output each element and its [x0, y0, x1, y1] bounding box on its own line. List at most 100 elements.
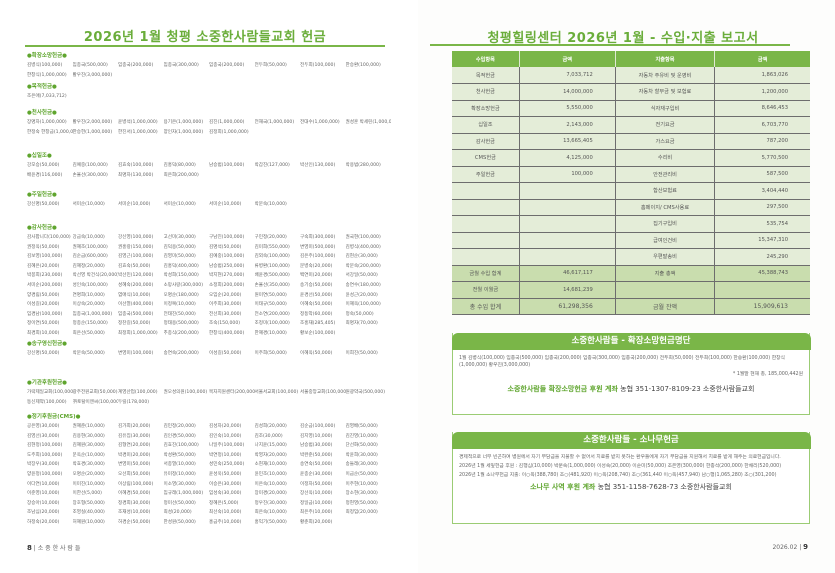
amount-cell: 587,500 [714, 166, 810, 183]
donor-entry: 정숙(50,000) [345, 311, 374, 317]
total-note: * 1월말 현재 총, 185,000,442원 [732, 372, 803, 377]
donor-entry: 정종순(150,000) [72, 321, 108, 327]
donor-entry: 구숙희(300,000) [300, 235, 336, 240]
item-cell: CMS헌금 [452, 149, 520, 167]
donor-entry: 남승범(250,000) [209, 263, 245, 269]
donor-entry: 이혜옥(50,000) [300, 351, 333, 356]
donor-entry: 박선민(120,000) [118, 273, 154, 279]
donor-entry: 송연숙(50,000) [300, 462, 333, 468]
donor-entry: 배윤경(116,000) [27, 172, 63, 178]
donor-entry: 장승아(10,000) [27, 500, 60, 506]
item-cell [452, 248, 520, 266]
column-header: 금액 [714, 51, 810, 67]
amount-cell: 2,143,000 [519, 116, 616, 134]
item-cell: 천사헌금 [452, 83, 520, 101]
donor-entry: 장선옥(10,000) [300, 491, 333, 497]
donor-entry: ㈜토탈이엔씨(100,000) [72, 399, 119, 405]
item-cell [452, 199, 520, 216]
table-row: 십일조 2,143,000 전기요금 6,703,770 [452, 116, 810, 134]
donor-list: 1월 김병식(100,000) 임종국(500,000) 임종국(200,000… [459, 356, 785, 368]
donor-entry: 성인숙(100,000) [72, 282, 108, 288]
donor-entry: 박선영 박건식(20,000) [72, 273, 119, 279]
donor-entry: 박봉희(230,000) [27, 273, 63, 279]
item-cell: 수리비 [615, 149, 716, 167]
amount-cell [519, 182, 616, 200]
donor-entry: 송들레(30,000) [345, 462, 378, 468]
donor-entry: 오명순(20,000) [72, 471, 105, 477]
item-cell: 홈페이지/ CMS사용료 [615, 199, 716, 216]
donor-entry: 최명자(70,000) [345, 321, 378, 327]
donor-entry: 박성환(50,000) [163, 452, 196, 458]
item-cell: 급여인건비 [615, 232, 716, 249]
donor-entry: 배윤경(500,000) [254, 273, 290, 279]
table-row: 홈페이지/ CMS사용료 297,500 [452, 199, 810, 216]
donor-entry: 최은선(50,000) [72, 330, 105, 336]
donor-entry: 윤병석(1,000,000) [118, 120, 158, 125]
column-header: 수입항목 [452, 51, 520, 67]
amount-cell: 8,646,453 [714, 100, 810, 117]
table-row: 목적헌금 7,033,712 자동차 주유비 및 운영비 1,863,026 [452, 67, 810, 84]
offering-section: ●주일헌금● 강신명(50,000) 서미순(10,000) 서미순(10,000) 서… [27, 190, 387, 210]
donor-entry: 정찬길(50,000) [118, 321, 151, 327]
donor-entry: 조숙(150,000) [209, 321, 241, 327]
donor-entry: 김진영(10,000) [345, 433, 378, 439]
donor-entry: 최선숙(10,000) [209, 510, 242, 516]
donor-entry: 박용범(280,000) [345, 163, 381, 168]
amount-cell: 297,500 [714, 199, 810, 216]
page-title: 2026년 1월 청평 소중한사람들교회 헌금 [83, 30, 327, 45]
donor-entry: 전대수(1,000,000) [300, 120, 340, 125]
donor-entry: 이성길(50,000) [209, 351, 242, 356]
donor-entry: 김혜정(20,000) [72, 263, 105, 269]
table-row: 천사헌금 14,000,000 자동차 할부금 및 보험료 1,200,000 [452, 83, 810, 101]
amount-cell [519, 232, 616, 249]
donor-entry: 서미순(10,000) [163, 202, 196, 207]
donor-grid: 조은애(7,033,712) [27, 92, 387, 102]
donor-entry: 최은주(10,000) [300, 510, 333, 516]
donor-grid: 김병식(100,000) 임종국(500,000) 임종국(200,000) 임종국(… [27, 61, 387, 80]
table-row: CMS헌금 4,125,000 수리비 5,770,500 [452, 149, 810, 167]
donor-entry: 김홍덕(80,000) [163, 163, 196, 168]
donor-entry: 김진(1,000,000) [209, 120, 245, 125]
table-row: 감사헌금 13,665,405 가스요금 787,200 [452, 133, 810, 150]
description: 경제적으로 너무 빈곤하여 병원에서 자기 부담금을 지불할 수 없어서 치료를… [459, 455, 781, 460]
total-row: 총 수입 합계 61,298,356 금월 잔액 15,909,613 [452, 298, 810, 315]
donor-entry: 나지윤(15,000) [254, 443, 287, 449]
donor-entry: 김명석(50,000) [209, 244, 242, 250]
donor-grid: 강신명(50,000) 서미순(10,000) 서미순(10,000) 서미순(10,… [27, 200, 387, 210]
donor-entry: 전두희(50,000) [254, 63, 287, 68]
donor-entry: 유미정(10,000) [163, 471, 196, 477]
offering-section: ●목적헌금● 조은애(7,033,712) [27, 82, 387, 102]
table-row: 급여인건비 15,347,310 [452, 232, 810, 249]
donor-entry: 김병식(400,000) [345, 244, 381, 250]
donor-entry: 임종국(300,000) [163, 63, 199, 68]
donor-entry: 류병환(100,000) [254, 263, 290, 269]
donor-entry: 황보순(100,000) [300, 330, 336, 336]
account-info: 소나무 사역 후원 계좌 농협 351-1158-7628-73 소중한사람들교… [453, 482, 809, 492]
amount-cell: 3,404,440 [714, 182, 810, 200]
item-cell: 합산보험료 [615, 182, 716, 200]
donor-entry: 김은주(100,000) [300, 254, 336, 260]
table-row: 확장소망헌금 5,550,000 식자재구입비 8,646,453 [452, 100, 810, 117]
donor-entry: 윤경선(50,000) [300, 292, 333, 298]
donor-entry: 김효진(100,000) [163, 443, 199, 449]
section-heading: ●주일헌금● [27, 192, 57, 198]
donor-entry: 광주전원교회(50,000) [72, 390, 118, 395]
donor-entry: 용기은(1,000,000) [163, 120, 204, 125]
donor-entry: 허혜원(10,000) [72, 519, 105, 525]
donor-entry: 김영근(100,000) [118, 254, 154, 260]
amount-cell: 46,617,117 [519, 265, 616, 282]
donor-entry: 김혜원(30,000) [72, 443, 105, 449]
donor-entry: 조남심(20,000) [27, 510, 60, 516]
donor-entry: 구남진(100,000) [209, 235, 245, 240]
amount-cell: 1,200,000 [714, 83, 810, 101]
page-number: 8 [27, 544, 32, 552]
donor-entry: 최명자(130,000) [118, 172, 154, 178]
publication-name: 소 중 한 사 람 들 [37, 545, 81, 552]
donor-entry: 이상숙(20,000) [72, 302, 105, 308]
donor-entry: 서종열(10,000) [163, 462, 196, 468]
donor-entry: 소정희(200,000) [209, 282, 245, 288]
amount-cell: 15,909,613 [714, 298, 810, 315]
item-cell: 집기구입비 [615, 215, 716, 233]
donor-entry: 전선희(30,000) [209, 311, 242, 317]
income-expense-table: 수입항목 금액 지출항목 금액 목적헌금 7,033,712 자동차 주유비 및 운영비 1… [452, 51, 810, 315]
